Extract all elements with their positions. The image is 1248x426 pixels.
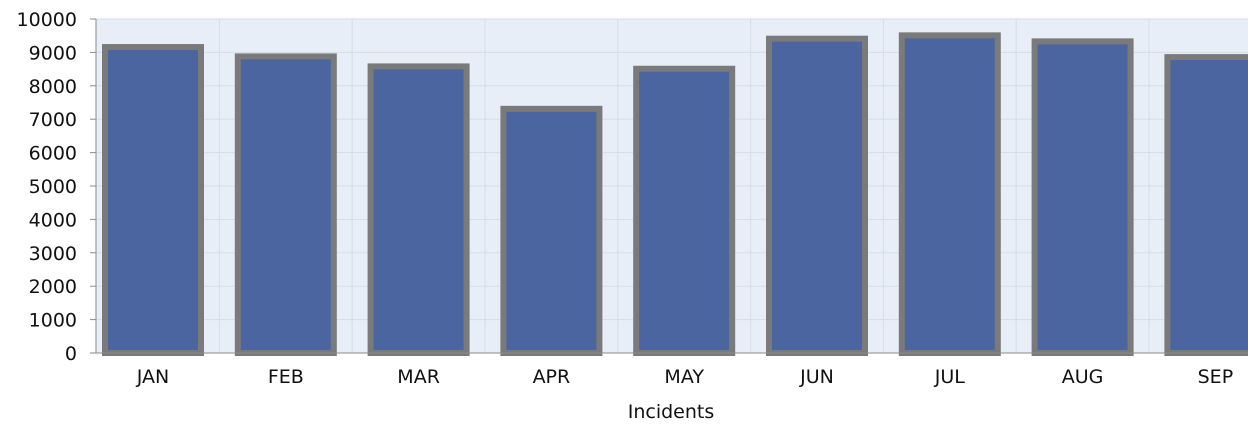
x-tick-label: JAN — [136, 366, 169, 388]
bar-jun — [766, 35, 868, 356]
y-tick-label: 1000 — [29, 310, 77, 332]
bar-may — [633, 65, 736, 356]
y-tick-label: 9000 — [29, 42, 77, 64]
bar-feb — [234, 53, 337, 356]
y-tick-label: 2000 — [29, 276, 77, 298]
x-tick-label: MAR — [397, 366, 440, 388]
x-tick-label: FEB — [268, 366, 304, 388]
x-tick-label: APR — [533, 366, 571, 388]
x-axis-title: Incidents — [628, 401, 715, 423]
bar-mar — [367, 63, 470, 356]
x-tick-label: MAY — [664, 366, 704, 388]
bar-jul — [898, 32, 1001, 357]
bar-aug — [1031, 38, 1134, 356]
bar-series — [102, 32, 1248, 357]
x-tick-label: SEP — [1198, 366, 1234, 388]
y-tick-label: 4000 — [29, 209, 77, 231]
y-tick-label: 10000 — [17, 9, 77, 31]
x-tick-label: JUL — [934, 366, 966, 388]
x-axis-ticks: JAN FEB MAR APR MAY JUN JUL AUG SEP — [136, 366, 1233, 388]
y-tick-label: 0 — [65, 343, 77, 365]
x-tick-label: AUG — [1062, 366, 1104, 388]
bar-apr — [500, 105, 603, 356]
x-tick-label: JUN — [799, 366, 834, 388]
y-tick-label: 8000 — [29, 76, 77, 98]
y-tick-label: 3000 — [29, 243, 77, 265]
y-tick-label: 7000 — [29, 109, 77, 131]
y-tick-label: 5000 — [29, 176, 77, 198]
y-tick-label: 6000 — [29, 143, 77, 165]
bar-jan — [102, 44, 204, 357]
y-axis-ticks: 0 1000 2000 3000 4000 5000 6000 7000 8000 9000 100… — [17, 9, 96, 365]
bar-sep — [1164, 54, 1248, 356]
